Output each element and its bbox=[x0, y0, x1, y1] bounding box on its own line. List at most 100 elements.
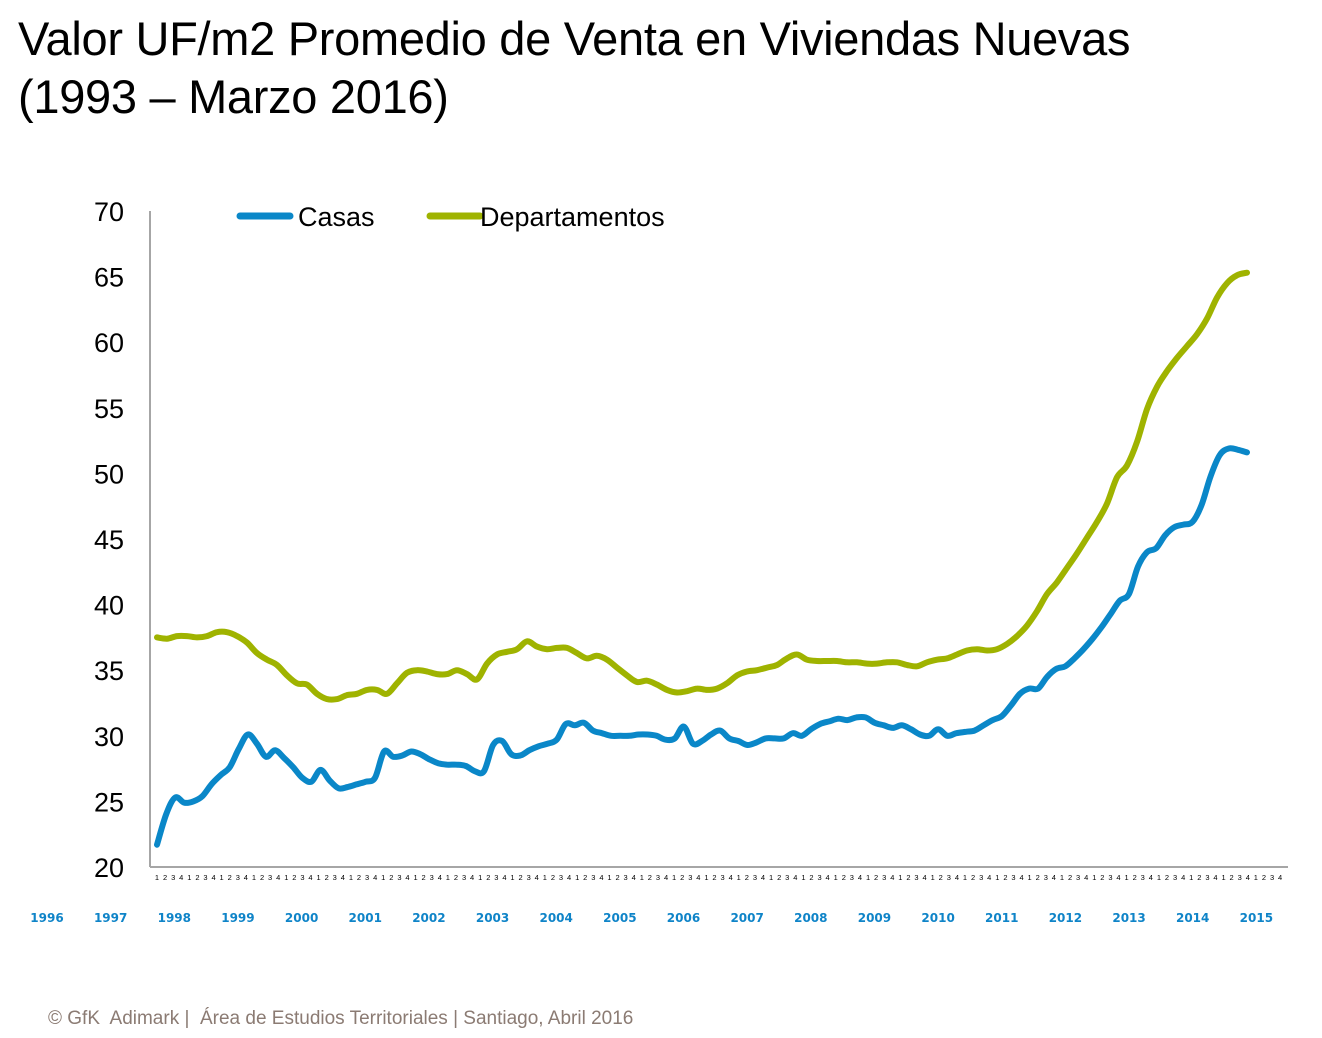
quarter-tick-label: 4 bbox=[858, 873, 862, 882]
quarter-tick-label: 4 bbox=[1019, 873, 1023, 882]
quarter-tick-label: 3 bbox=[1141, 873, 1145, 882]
quarter-tick-label: 3 bbox=[494, 873, 498, 882]
quarter-tick-label: 2 bbox=[1133, 873, 1137, 882]
y-tick-label: 60 bbox=[94, 328, 124, 358]
year-tick-label: 2002 bbox=[412, 911, 445, 925]
quarter-tick-label: 4 bbox=[1149, 873, 1153, 882]
quarter-tick-label: 3 bbox=[914, 873, 918, 882]
quarter-tick-label: 4 bbox=[341, 873, 345, 882]
quarter-tick-label: 4 bbox=[955, 873, 959, 882]
quarter-tick-label: 3 bbox=[171, 873, 175, 882]
quarter-tick-label: 3 bbox=[1044, 873, 1048, 882]
quarter-tick-label: 2 bbox=[1003, 873, 1007, 882]
quarter-tick-label: 2 bbox=[292, 873, 296, 882]
quarter-tick-label: 3 bbox=[1011, 873, 1015, 882]
quarter-tick-label: 2 bbox=[422, 873, 426, 882]
quarter-tick-label: 2 bbox=[971, 873, 975, 882]
quarter-tick-label: 4 bbox=[1181, 873, 1185, 882]
quarter-tick-label: 2 bbox=[777, 873, 781, 882]
y-tick-label: 25 bbox=[94, 787, 124, 817]
series-line-casas bbox=[154, 445, 1250, 848]
quarter-tick-label: 1 bbox=[1060, 873, 1064, 882]
series-line-departamentos bbox=[154, 269, 1250, 703]
quarter-tick-label: 3 bbox=[430, 873, 434, 882]
quarter-tick-label: 1 bbox=[737, 873, 741, 882]
quarter-tick-label: 2 bbox=[615, 873, 619, 882]
quarter-tick-label: 1 bbox=[931, 873, 935, 882]
quarter-tick-label: 3 bbox=[462, 873, 466, 882]
quarter-tick-label: 2 bbox=[454, 873, 458, 882]
quarter-tick-label: 2 bbox=[712, 873, 716, 882]
quarter-tick-label: 3 bbox=[850, 873, 854, 882]
year-tick-label: 2006 bbox=[667, 911, 700, 925]
quarter-tick-label: 3 bbox=[1238, 873, 1242, 882]
quarter-tick-label: 1 bbox=[220, 873, 224, 882]
quarter-tick-label: 1 bbox=[575, 873, 579, 882]
quarter-tick-label: 1 bbox=[155, 873, 159, 882]
quarter-tick-label: 1 bbox=[413, 873, 417, 882]
year-tick-label: 2003 bbox=[476, 911, 509, 925]
quarter-tick-label: 3 bbox=[300, 873, 304, 882]
quarter-tick-label: 1 bbox=[704, 873, 708, 882]
quarter-tick-label: 1 bbox=[252, 873, 256, 882]
quarter-tick-label: 4 bbox=[1278, 873, 1282, 882]
quarter-tick-label: 4 bbox=[373, 873, 377, 882]
year-tick-label: 2001 bbox=[349, 911, 382, 925]
quarter-tick-label: 3 bbox=[1076, 873, 1080, 882]
quarter-tick-label: 2 bbox=[1230, 873, 1234, 882]
chart-title: Valor UF/m2 Promedio de Venta en Viviend… bbox=[18, 10, 1130, 126]
quarter-tick-label: 4 bbox=[826, 873, 830, 882]
quarter-tick-label: 1 bbox=[1028, 873, 1032, 882]
legend-label-casas: Casas bbox=[298, 202, 375, 232]
quarter-tick-label: 1 bbox=[317, 873, 321, 882]
quarter-tick-label: 2 bbox=[680, 873, 684, 882]
year-tick-label: 2015 bbox=[1240, 911, 1273, 925]
quarter-tick-label: 4 bbox=[1052, 873, 1056, 882]
quarter-tick-label: 4 bbox=[179, 873, 183, 882]
year-tick-label: 2014 bbox=[1176, 911, 1209, 925]
quarter-tick-label: 1 bbox=[349, 873, 353, 882]
quarter-tick-label: 1 bbox=[866, 873, 870, 882]
quarter-tick-label: 1 bbox=[446, 873, 450, 882]
quarter-tick-label: 2 bbox=[1036, 873, 1040, 882]
quarter-tick-label: 2 bbox=[1068, 873, 1072, 882]
quarter-tick-label: 4 bbox=[632, 873, 636, 882]
quarter-tick-label: 3 bbox=[817, 873, 821, 882]
quarter-tick-label: 3 bbox=[1108, 873, 1112, 882]
year-tick-label: 2013 bbox=[1112, 911, 1145, 925]
quarter-tick-label: 4 bbox=[987, 873, 991, 882]
quarter-tick-label: 4 bbox=[1116, 873, 1120, 882]
quarter-tick-label: 3 bbox=[203, 873, 207, 882]
quarter-tick-label: 1 bbox=[769, 873, 773, 882]
quarter-tick-label: 3 bbox=[333, 873, 337, 882]
quarter-tick-label: 3 bbox=[1173, 873, 1177, 882]
axes bbox=[149, 211, 1288, 868]
quarter-tick-label: 2 bbox=[809, 873, 813, 882]
year-tick-label: 1996 bbox=[30, 911, 63, 925]
quarter-tick-label: 1 bbox=[1254, 873, 1258, 882]
quarter-tick-label: 3 bbox=[753, 873, 757, 882]
quarter-tick-label: 1 bbox=[963, 873, 967, 882]
year-tick-label: 1999 bbox=[221, 911, 254, 925]
quarter-tick-label: 1 bbox=[1189, 873, 1193, 882]
quarter-tick-label: 1 bbox=[640, 873, 644, 882]
quarter-tick-label: 4 bbox=[1213, 873, 1217, 882]
quarter-tick-label: 3 bbox=[268, 873, 272, 882]
quarter-tick-label: 2 bbox=[519, 873, 523, 882]
quarter-tick-label: 2 bbox=[260, 873, 264, 882]
quarter-tick-label: 4 bbox=[793, 873, 797, 882]
quarter-tick-label: 1 bbox=[834, 873, 838, 882]
year-tick-label: 2004 bbox=[539, 911, 572, 925]
quarter-tick-label: 4 bbox=[276, 873, 280, 882]
year-tick-label: 2000 bbox=[285, 911, 318, 925]
y-tick-label: 45 bbox=[94, 525, 124, 555]
quarter-tick-label: 4 bbox=[244, 873, 248, 882]
quarter-tick-label: 2 bbox=[874, 873, 878, 882]
quarter-tick-label: 3 bbox=[882, 873, 886, 882]
quarter-tick-label: 3 bbox=[236, 873, 240, 882]
quarter-tick-label: 2 bbox=[389, 873, 393, 882]
quarter-tick-label: 3 bbox=[591, 873, 595, 882]
quarter-tick-label: 3 bbox=[559, 873, 563, 882]
quarter-tick-label: 3 bbox=[1205, 873, 1209, 882]
year-tick-label: 2011 bbox=[985, 911, 1018, 925]
